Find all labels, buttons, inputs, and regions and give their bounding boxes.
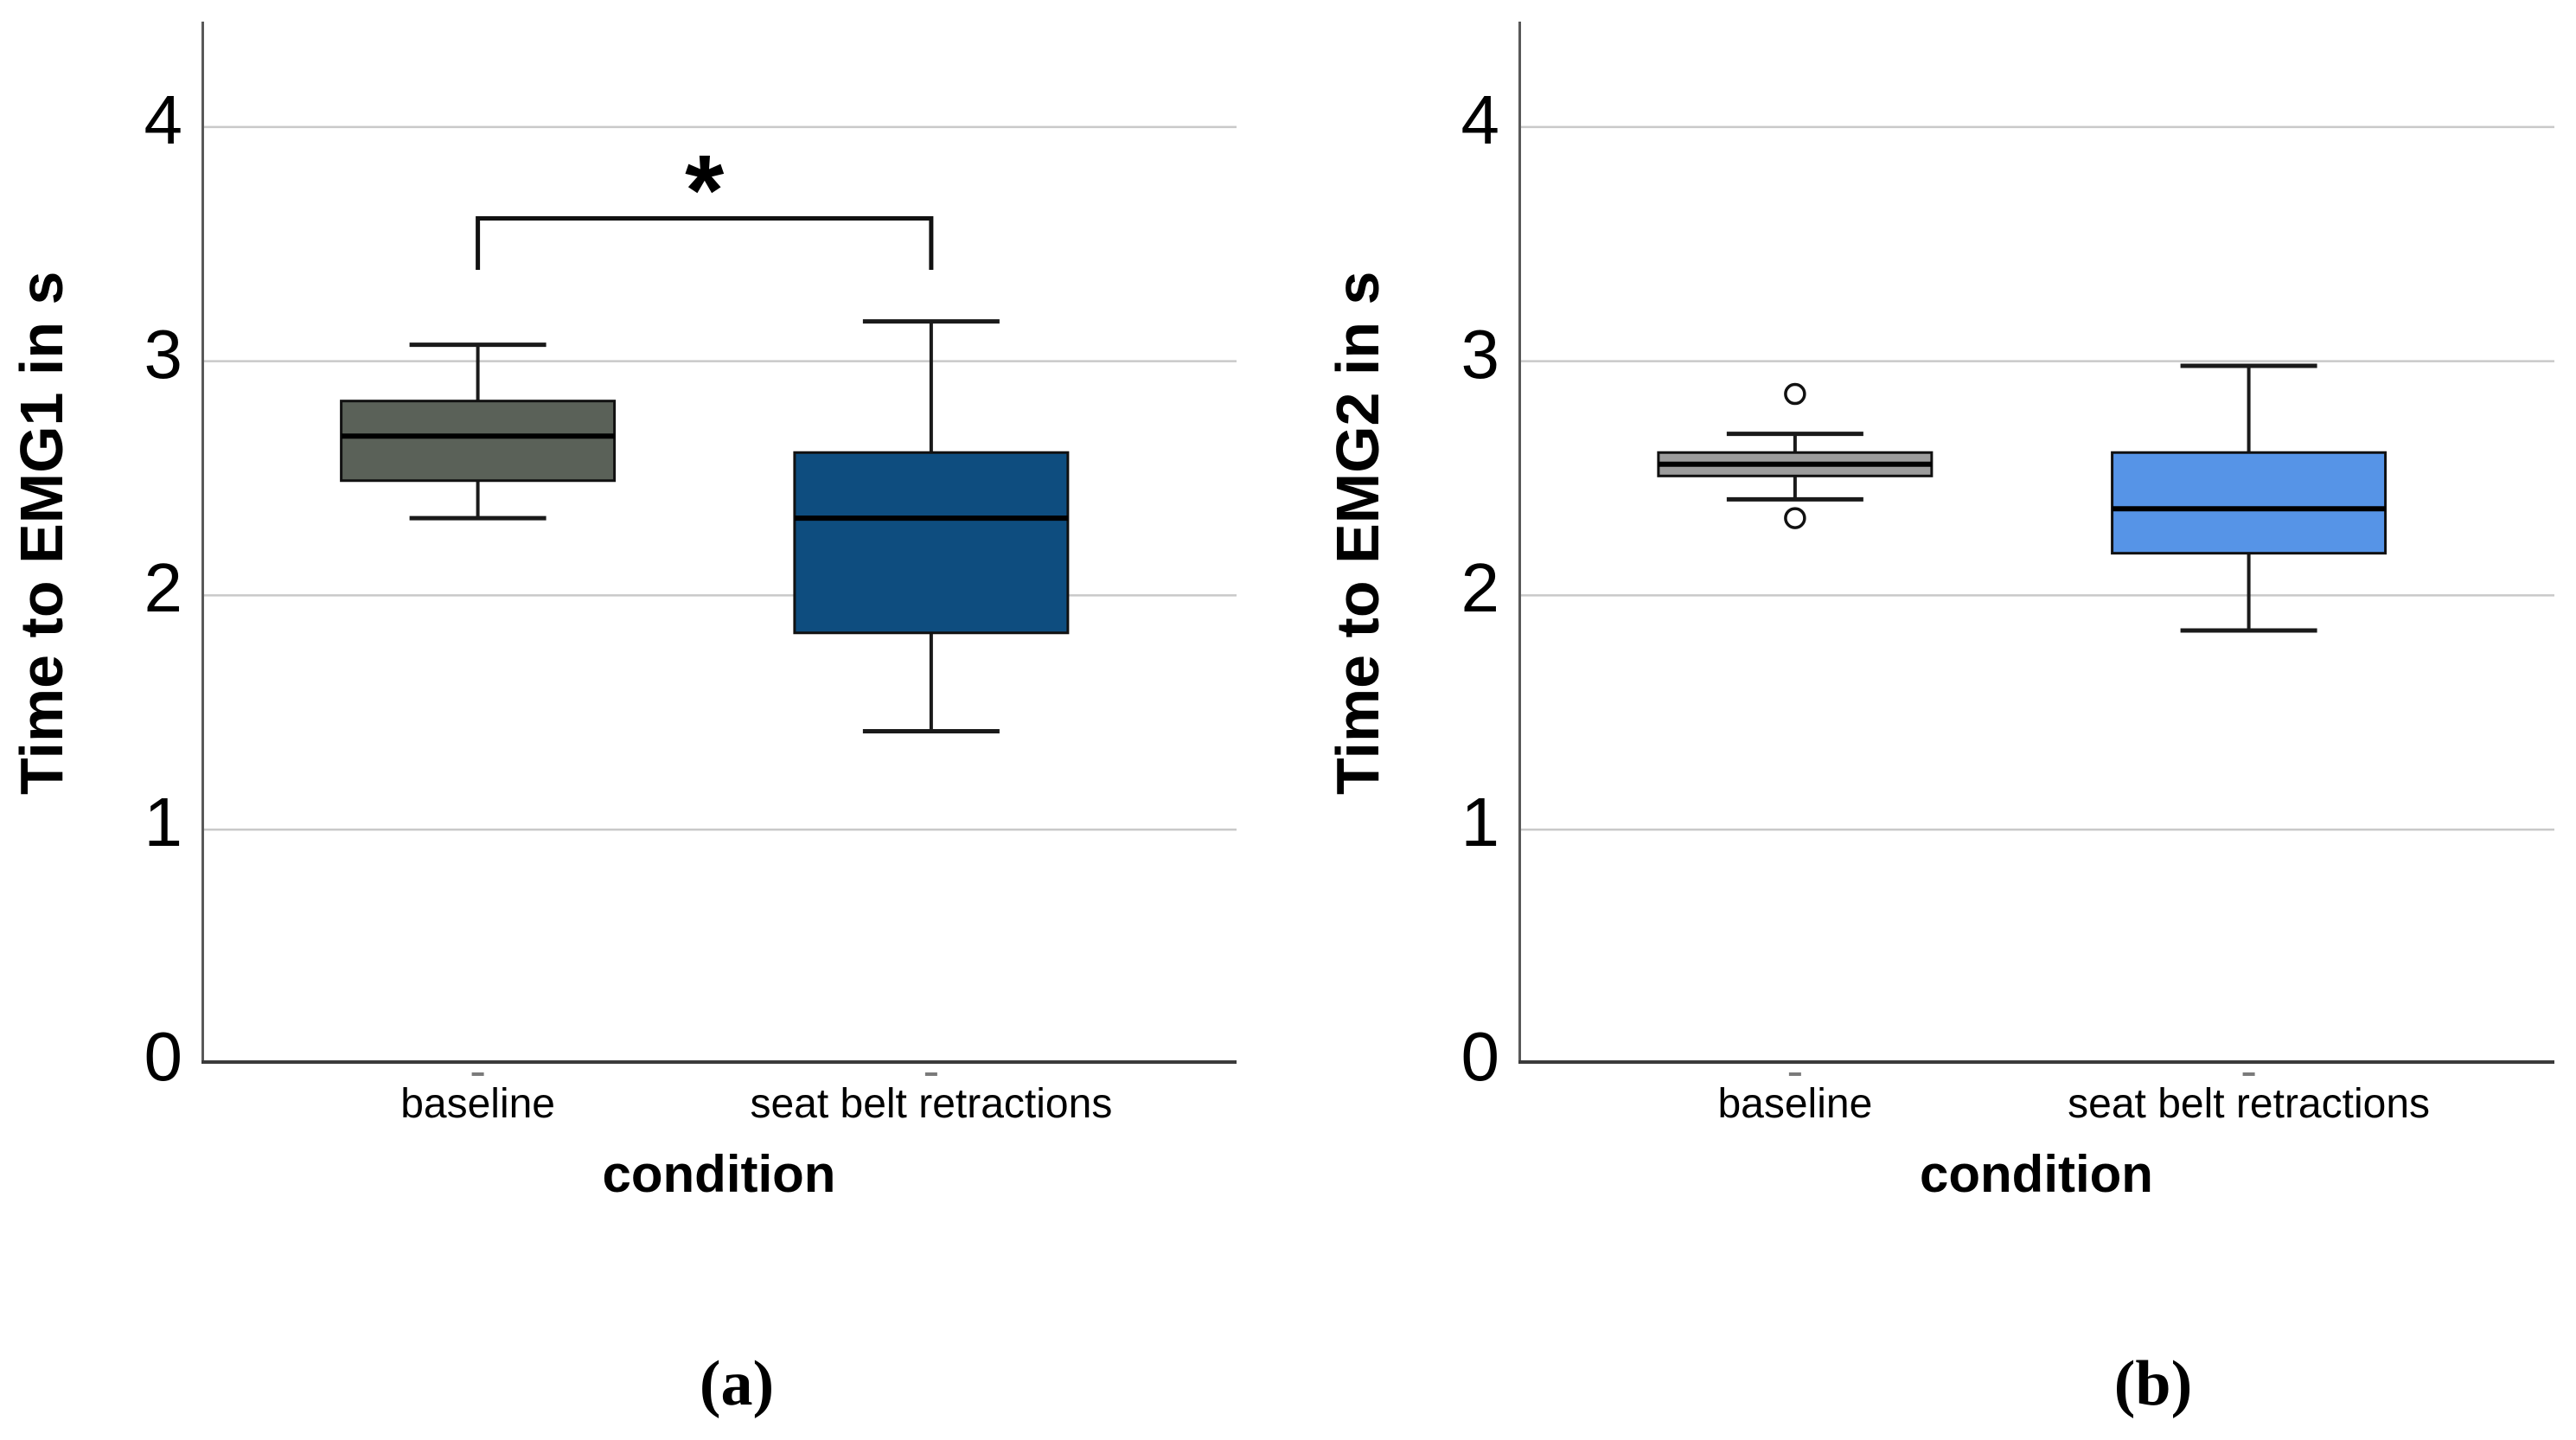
panel-label-a: (a) — [699, 1348, 775, 1419]
y-tick-label: 1 — [1461, 784, 1500, 861]
y-tick-label: 2 — [144, 549, 183, 627]
x-tick-label: seat belt retractions — [750, 1081, 1113, 1127]
significance-bracket — [476, 215, 934, 271]
iqr-box — [2111, 451, 2387, 555]
x-tick-label: baseline — [400, 1081, 555, 1127]
box-a-seat-belt-retractions — [793, 319, 1070, 1076]
y-tick-label: 1 — [144, 784, 183, 861]
plot-area-b — [1518, 22, 2554, 1076]
box-b-seat-belt-retractions — [2111, 363, 2387, 1076]
outlier-point — [1784, 507, 1806, 529]
category-tick — [471, 1072, 484, 1076]
panel-label-b: (b) — [2113, 1348, 2193, 1419]
y-tick-label: 3 — [144, 315, 183, 393]
plot-area-a — [201, 22, 1237, 1076]
x-axis-title-b: condition — [1920, 1145, 2153, 1203]
box-a-baseline — [340, 342, 617, 1076]
x-axis-title-a: condition — [602, 1145, 836, 1203]
iqr-box — [340, 400, 617, 483]
y-tick-label: 4 — [1461, 80, 1500, 158]
y-tick-label: 0 — [1461, 1018, 1500, 1095]
outlier-point — [1784, 382, 1806, 406]
box-b-baseline — [1657, 382, 1934, 1076]
y-tick-label: 2 — [1461, 549, 1500, 627]
y-tick-label: 3 — [1461, 315, 1500, 393]
iqr-box — [793, 451, 1070, 635]
y-tick-label: 4 — [144, 80, 183, 158]
category-tick — [924, 1072, 937, 1076]
significance-asterisk: * — [685, 133, 725, 246]
x-tick-label: baseline — [1717, 1081, 1873, 1127]
y-tick-label: 0 — [144, 1018, 183, 1095]
x-tick-label: seat belt retractions — [2068, 1081, 2431, 1127]
category-tick — [1788, 1072, 1801, 1076]
category-tick — [2242, 1072, 2255, 1076]
